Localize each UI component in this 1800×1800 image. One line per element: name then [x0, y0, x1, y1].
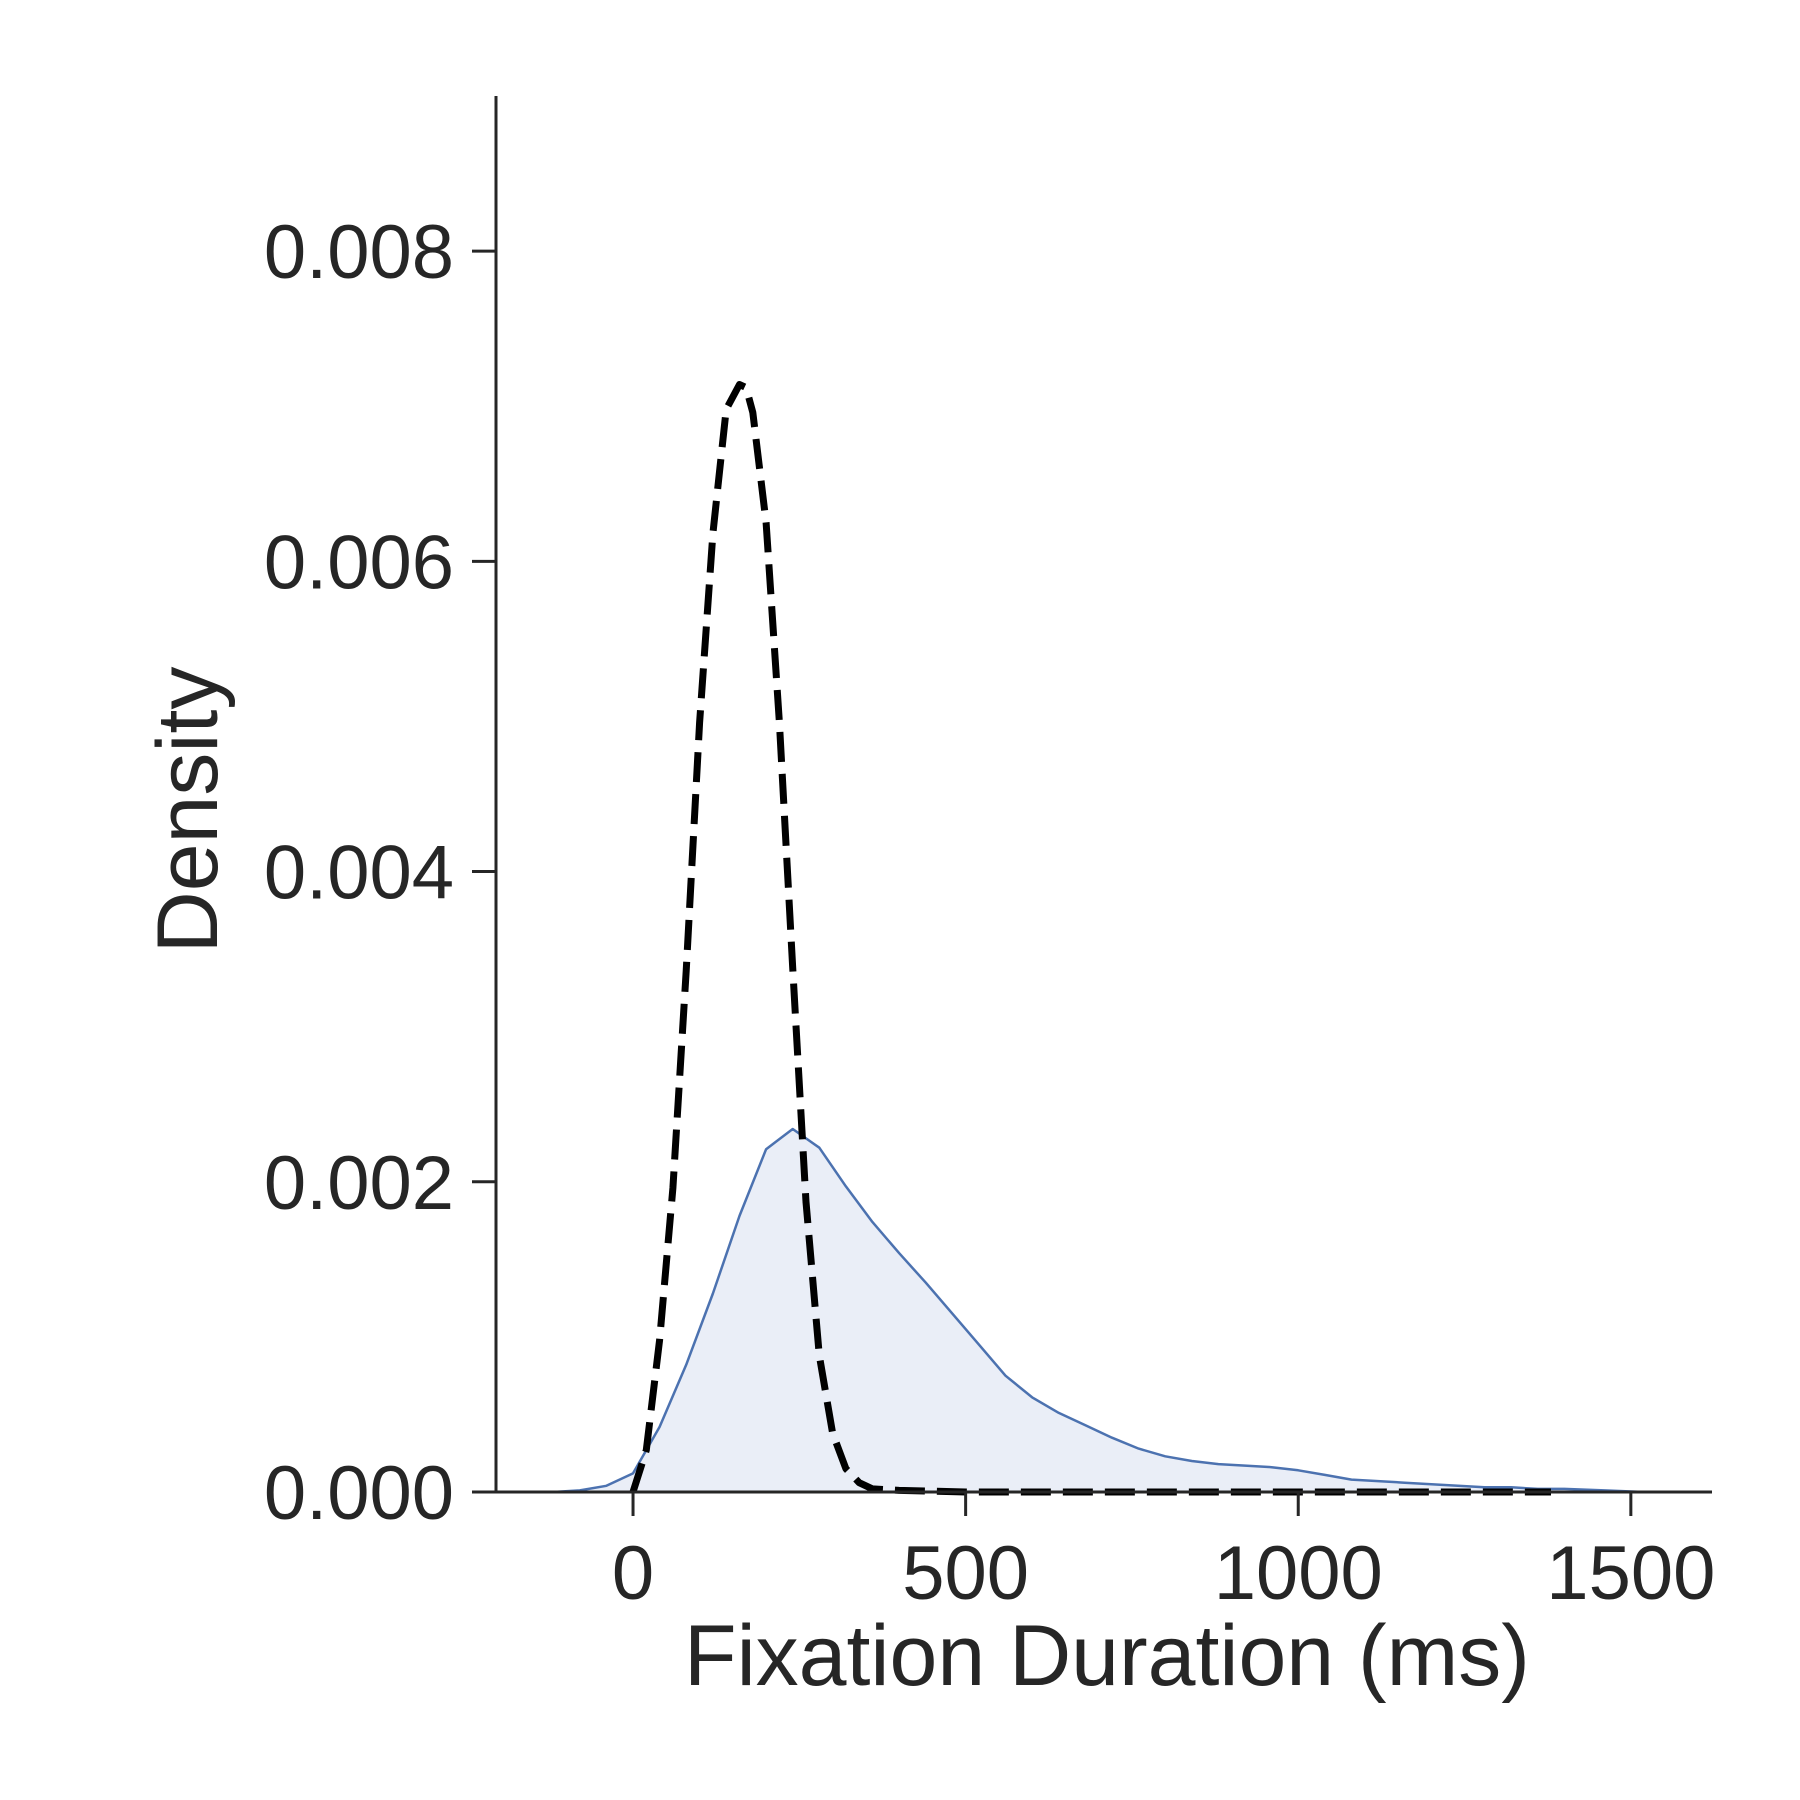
x-tick-label: 500	[902, 1531, 1029, 1616]
y-axis-title: Density	[140, 667, 236, 954]
x-tick-label: 1500	[1546, 1531, 1715, 1616]
kde-line	[553, 1127, 1645, 1494]
kde-fill-area	[553, 1129, 1645, 1492]
y-tick-label: 0.004	[264, 831, 454, 916]
y-tick-label: 0.000	[264, 1451, 454, 1536]
ticks: 0 500 1000 1500 0.000 0.002 0.004 0.006 0.008	[264, 210, 1716, 1616]
y-tick-label: 0.006	[264, 520, 454, 605]
dashed-density-line	[629, 381, 1551, 1496]
y-tick-label: 0.002	[264, 1141, 454, 1226]
axes	[494, 96, 1712, 1494]
x-axis-title: Fixation Duration (ms)	[684, 1608, 1530, 1704]
x-tick-label: 0	[612, 1531, 654, 1616]
plot-area	[553, 381, 1645, 1496]
y-tick-label: 0.008	[264, 210, 454, 295]
x-tick-label: 1000	[1214, 1531, 1383, 1616]
